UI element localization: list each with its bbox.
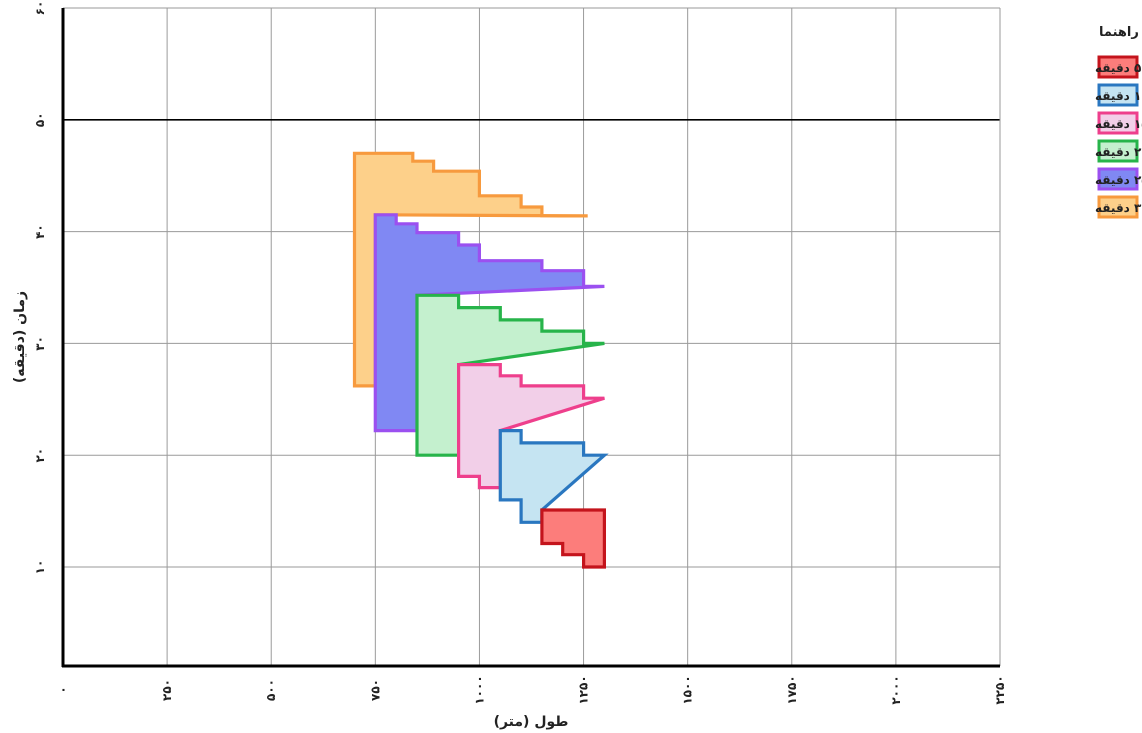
y-tick-label: ۳۰ — [33, 336, 47, 351]
x-axis-title: طول (متر) — [494, 714, 569, 730]
x-tick-label: ۲۲۵۰ — [993, 675, 1007, 704]
legend-label: ۲۰ دقیقه — [1095, 145, 1142, 159]
legend-label: ۵ دقیقه — [1095, 61, 1141, 75]
y-axis-title: زمان (دقیقه) — [12, 291, 28, 383]
legend-swatch — [1097, 139, 1139, 163]
y-tick-label: ۲۰ — [33, 448, 47, 463]
y-tick-label: ۶۰ — [33, 1, 47, 16]
x-tick-label: ۵۰۰ — [264, 679, 278, 701]
legend-label: ۱۵ دقیقه — [1095, 117, 1142, 131]
legend-swatch — [1097, 55, 1139, 79]
x-tick-label: ۰ — [56, 686, 70, 693]
x-tick-label: ۱۰۰۰ — [472, 675, 486, 704]
band-1-shape — [540, 508, 606, 569]
band-3-shape — [457, 363, 605, 490]
legend-label: ۳۰ دقیقه — [1095, 201, 1142, 215]
legend-swatch — [1097, 167, 1139, 191]
band-2-shape — [498, 429, 609, 524]
plot-shapes — [352, 151, 609, 569]
legend-swatch — [1097, 111, 1139, 135]
x-tick-label: ۷۵۰ — [368, 679, 382, 701]
y-tick-label: ۴۰ — [33, 224, 47, 239]
x-tick-label: ۱۵۰۰ — [681, 675, 695, 704]
tick-labels: ۰ ۲۵۰ ۵۰۰ ۷۵۰ ۱۰۰۰ ۱۲۵۰ ۱۵۰۰ ۱۷۵۰ ۲۰۰۰ ۲۲۵۰ ۱۰ ۲۰ ۳۰… — [33, 1, 1007, 705]
grid-layer — [63, 7, 1001, 666]
legend-title: راهنما — [1099, 25, 1139, 40]
x-tick-label: ۲۵۰ — [160, 679, 174, 701]
y-tick-label: ۵۰ — [33, 112, 47, 127]
y-tick-label: ۱۰ — [33, 560, 47, 575]
legend: راهنما ۵ دقیقه ۱۰ دقیقه ۱۵ دقیقه ۲۰ دقیقه ۲۵… — [1095, 25, 1142, 219]
legend-swatch — [1097, 83, 1139, 107]
x-tick-label: ۲۰۰۰ — [889, 675, 903, 704]
x-tick-label: ۱۷۵۰ — [785, 675, 799, 704]
legend-swatch — [1097, 195, 1139, 219]
axes — [61, 8, 1000, 668]
x-tick-label: ۱۲۵۰ — [577, 675, 591, 704]
legend-label: ۱۰ دقیقه — [1095, 89, 1142, 103]
legend-label: ۲۵ دقیقه — [1095, 173, 1142, 187]
